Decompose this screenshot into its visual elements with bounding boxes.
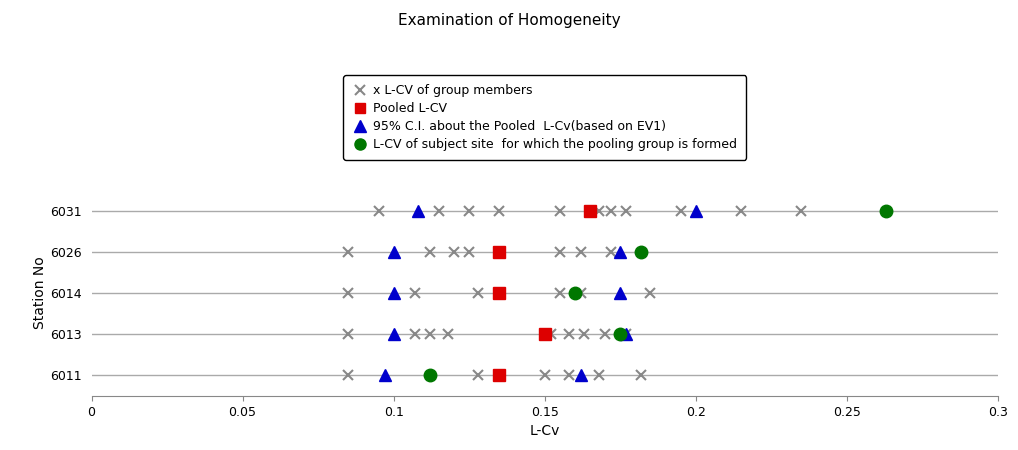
Legend: x L-CV of group members, Pooled L-CV, 95% C.I. about the Pooled  L-Cv(based on E: x L-CV of group members, Pooled L-CV, 95… — [343, 75, 746, 160]
X-axis label: L-Cv: L-Cv — [529, 424, 560, 438]
Y-axis label: Station No: Station No — [34, 256, 48, 329]
Text: Examination of Homogeneity: Examination of Homogeneity — [398, 14, 620, 28]
